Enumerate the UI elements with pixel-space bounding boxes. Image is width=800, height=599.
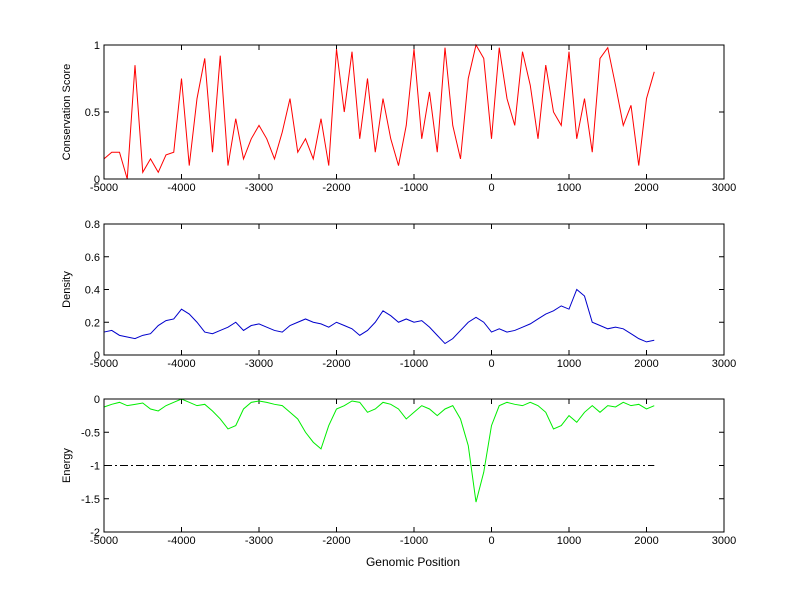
data-line bbox=[103, 398, 655, 503]
x-tick-label: 1000 bbox=[557, 535, 581, 547]
x-tick-label: -4000 bbox=[167, 535, 195, 547]
axes-frame bbox=[103, 223, 725, 356]
x-tick-label: -1000 bbox=[400, 535, 428, 547]
y-tick-label: 0 bbox=[94, 394, 100, 406]
x-tick-label: 1000 bbox=[557, 182, 581, 194]
x-tick-label: -5000 bbox=[90, 182, 118, 194]
x-tick-label: -3000 bbox=[245, 358, 273, 370]
y-tick-label: 0.5 bbox=[85, 107, 100, 119]
data-line bbox=[103, 43, 655, 180]
x-tick-label: 3000 bbox=[712, 535, 736, 547]
y-tick-label: 0.2 bbox=[85, 317, 100, 329]
y-axis-label: Conservation Score bbox=[61, 64, 73, 161]
axes-box bbox=[104, 45, 724, 179]
x-tick-label: -1000 bbox=[400, 182, 428, 194]
x-tick-label: 2000 bbox=[634, 182, 658, 194]
x-tick-label: 0 bbox=[488, 535, 494, 547]
x-tick-label: -1000 bbox=[400, 358, 428, 370]
x-tick-label: -5000 bbox=[90, 535, 118, 547]
y-tick-label: -1 bbox=[90, 461, 100, 473]
x-tick-label: 0 bbox=[488, 182, 494, 194]
x-tick-label: -4000 bbox=[167, 358, 195, 370]
x-tick-label: -2000 bbox=[322, 182, 350, 194]
x-tick-label: -4000 bbox=[167, 182, 195, 194]
y-tick-label: 0.4 bbox=[85, 285, 100, 297]
x-tick-label: 3000 bbox=[712, 182, 736, 194]
x-tick-label: 2000 bbox=[634, 358, 658, 370]
y-axis-label: Energy bbox=[61, 448, 73, 483]
x-tick-label: 0 bbox=[488, 358, 494, 370]
x-tick-label: -2000 bbox=[322, 535, 350, 547]
axes-frame bbox=[103, 44, 725, 180]
axes-frame bbox=[103, 398, 725, 533]
x-tick-label: -3000 bbox=[245, 182, 273, 194]
x-tick-label: -3000 bbox=[245, 535, 273, 547]
x-tick-label: -2000 bbox=[322, 358, 350, 370]
y-tick-label: 0 bbox=[94, 174, 100, 186]
y-tick-label: 1 bbox=[94, 40, 100, 52]
y-tick-label: 0.8 bbox=[85, 219, 100, 231]
x-tick-label: 2000 bbox=[634, 535, 658, 547]
y-tick-label: -2 bbox=[90, 527, 100, 539]
x-tick-label: 1000 bbox=[557, 358, 581, 370]
y-tick-label: -1.5 bbox=[81, 494, 100, 506]
y-tick-label: 0.6 bbox=[85, 252, 100, 264]
y-axis-label: Density bbox=[61, 271, 73, 308]
x-axis-label: Genomic Position bbox=[366, 555, 460, 569]
y-tick-label: -0.5 bbox=[81, 427, 100, 439]
x-tick-label: 3000 bbox=[712, 358, 736, 370]
axes-box bbox=[104, 224, 724, 355]
y-tick-label: 0 bbox=[94, 350, 100, 362]
data-line bbox=[103, 288, 655, 345]
x-tick-label: -5000 bbox=[90, 358, 118, 370]
